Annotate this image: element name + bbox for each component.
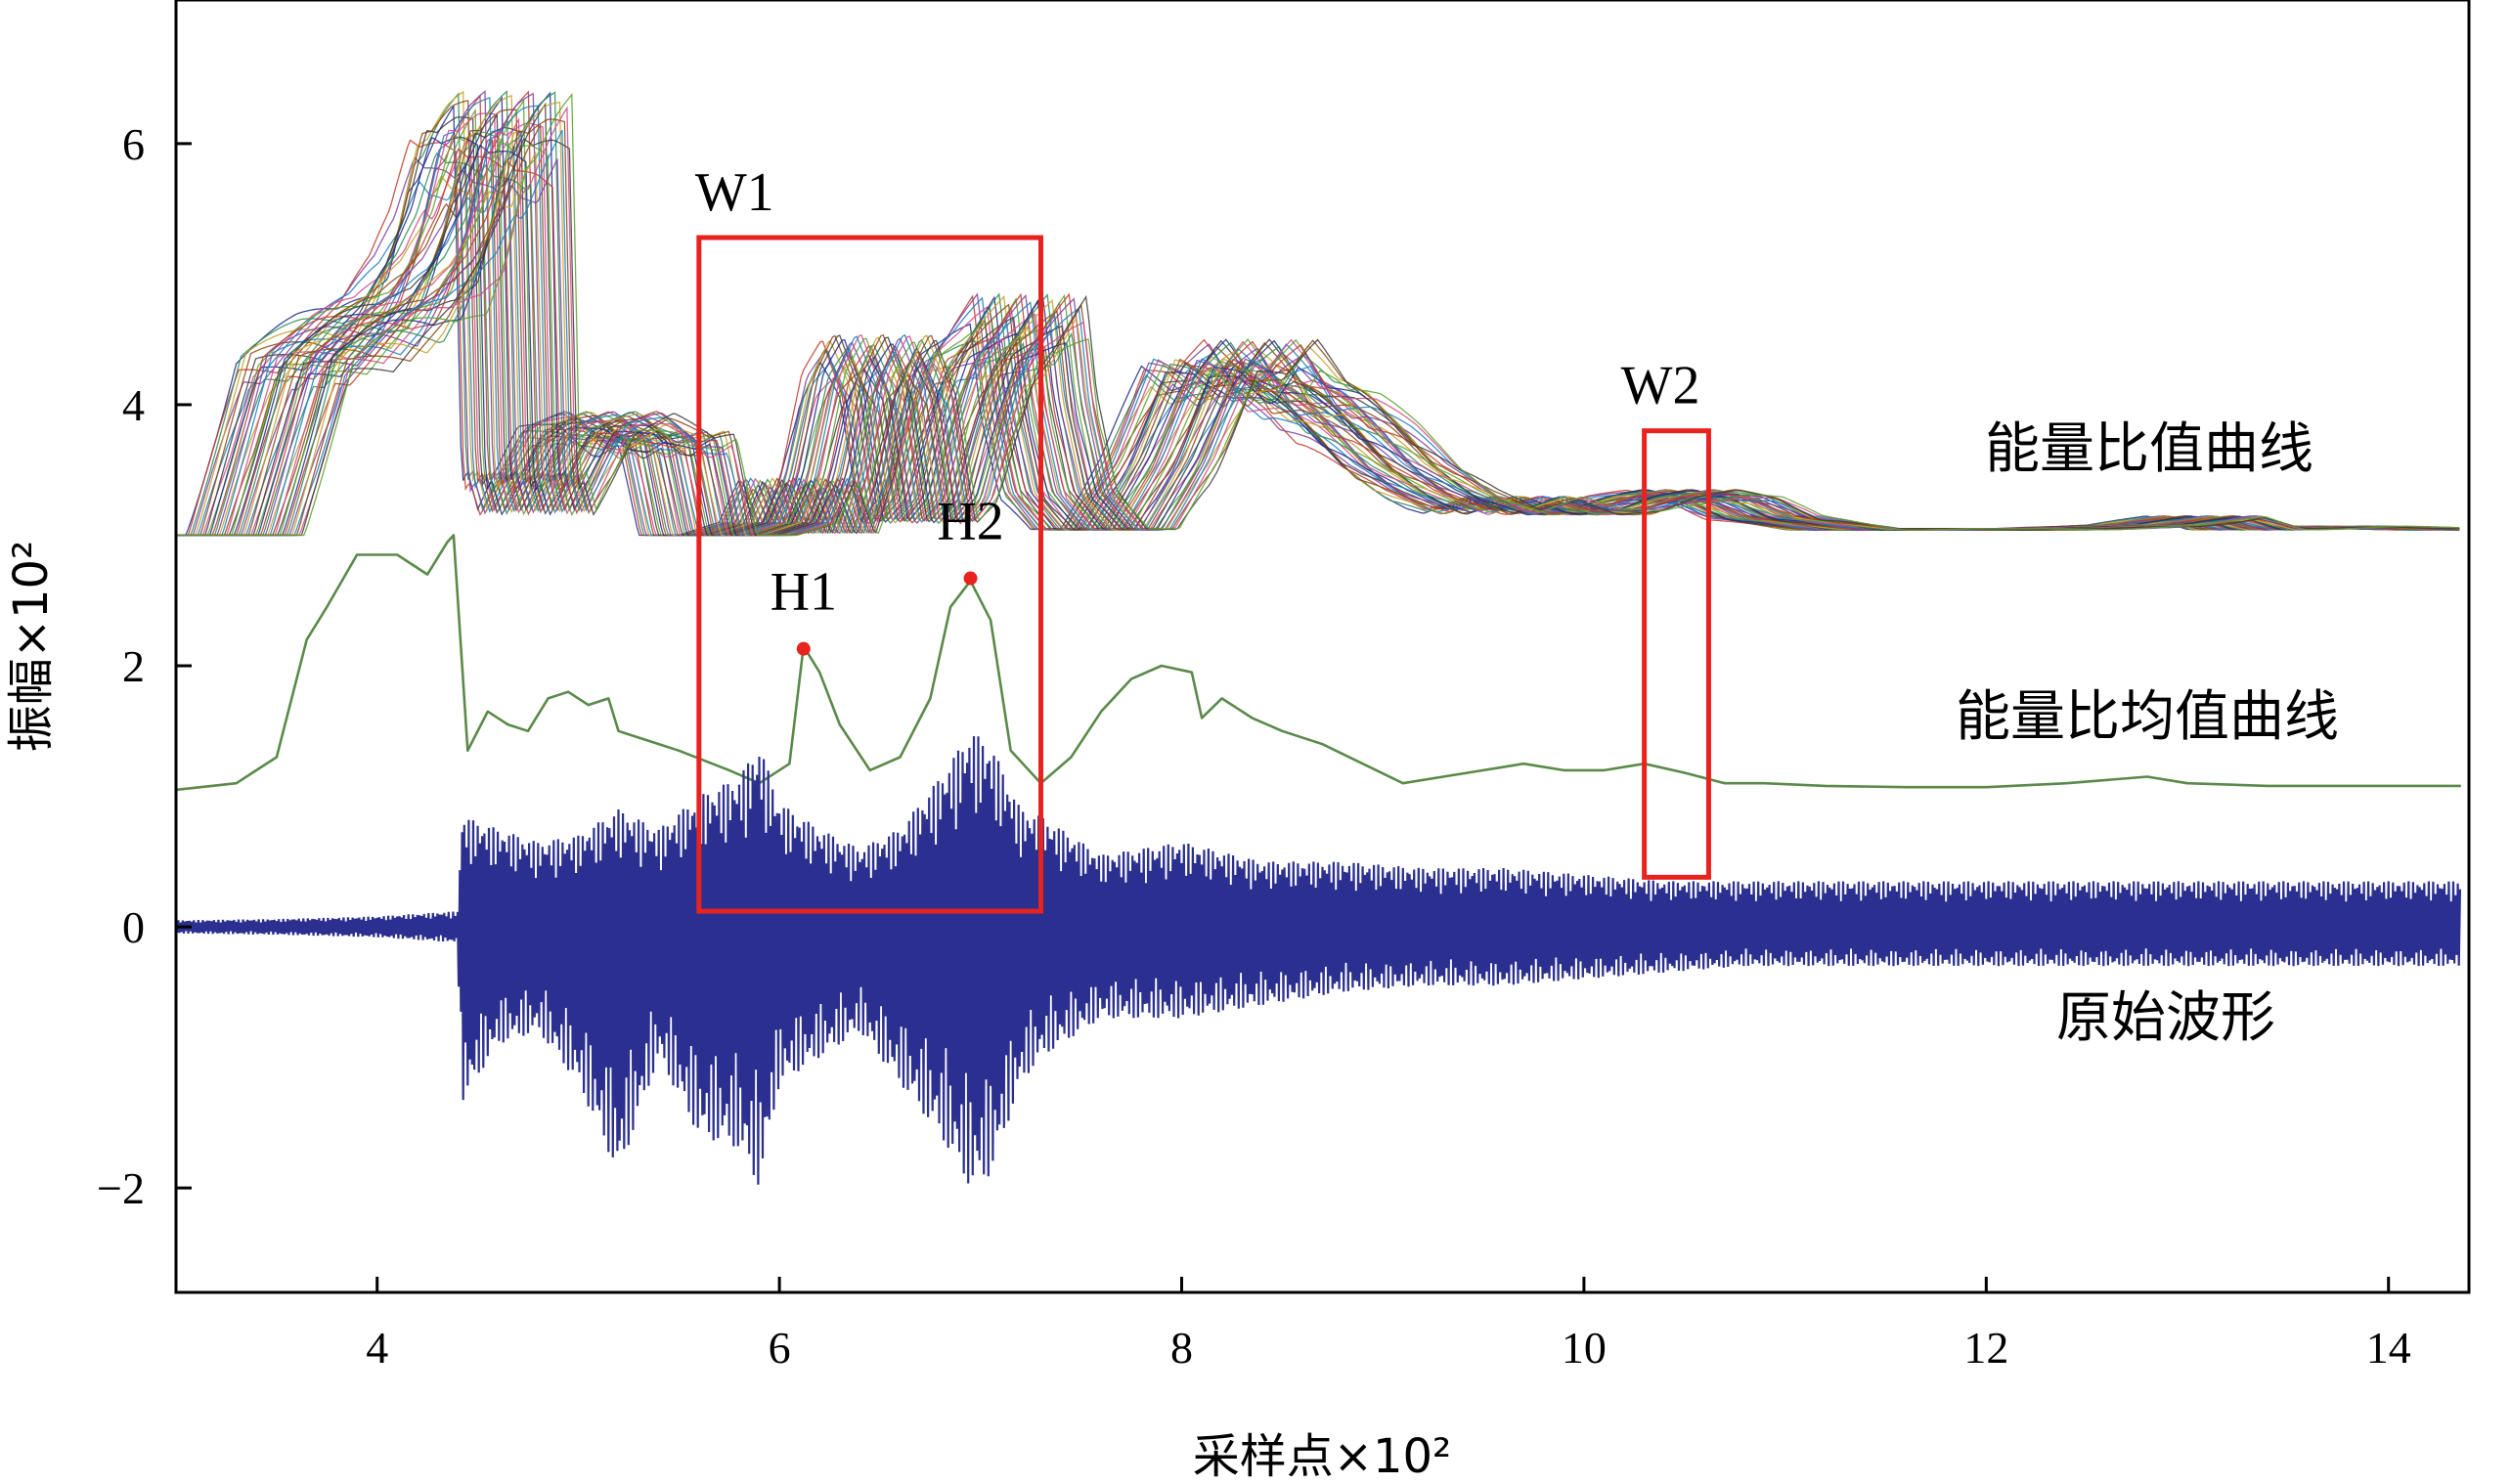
x-tick-label: 4 — [366, 1323, 388, 1373]
window-box-w2 — [1642, 428, 1711, 880]
y-axis-title: 振幅×10² — [4, 541, 59, 753]
window-label-w2: W2 — [1621, 356, 1700, 416]
window-label-w1: W1 — [695, 162, 774, 223]
y-axis: −2 0 2 4 6 — [97, 119, 192, 1213]
marker-h2 — [963, 571, 978, 586]
ratio-family — [176, 90, 2460, 537]
x-tick-label: 6 — [769, 1323, 791, 1373]
ratio-curve — [176, 92, 2460, 537]
y-tick-label: −2 — [97, 1163, 145, 1213]
ratio-series-label: 能量比值曲线 — [1985, 417, 2313, 481]
x-tick-label: 8 — [1170, 1323, 1193, 1373]
window-boxes: W1 W2 — [695, 162, 1711, 914]
marker-label-h2: H2 — [937, 492, 1003, 552]
mean-ratio-curve — [175, 534, 2461, 792]
x-tick-label: 14 — [2366, 1323, 2411, 1373]
y-tick-label: 4 — [122, 380, 145, 430]
x-tick-label: 12 — [1963, 1323, 2008, 1373]
plot-frame — [174, 0, 2471, 1294]
window-box-w1 — [696, 235, 1044, 914]
marker-h1 — [796, 641, 811, 656]
marker-label-h1: H1 — [771, 562, 837, 623]
raw-series-label: 原始波形 — [2056, 986, 2275, 1050]
peak-markers: H1 H2 — [771, 492, 1004, 656]
mean-series-label: 能量比均值曲线 — [1956, 685, 2339, 749]
x-axis-title: 采样点×10² — [1193, 1429, 1452, 1484]
raw-waveform — [174, 736, 2461, 1185]
x-tick-label: 10 — [1562, 1323, 1607, 1373]
y-tick-label: 6 — [122, 119, 145, 169]
y-tick-label: 2 — [122, 641, 145, 691]
y-tick-label: 0 — [122, 902, 145, 952]
x-axis: 4 6 8 10 12 14 — [366, 1277, 2411, 1373]
